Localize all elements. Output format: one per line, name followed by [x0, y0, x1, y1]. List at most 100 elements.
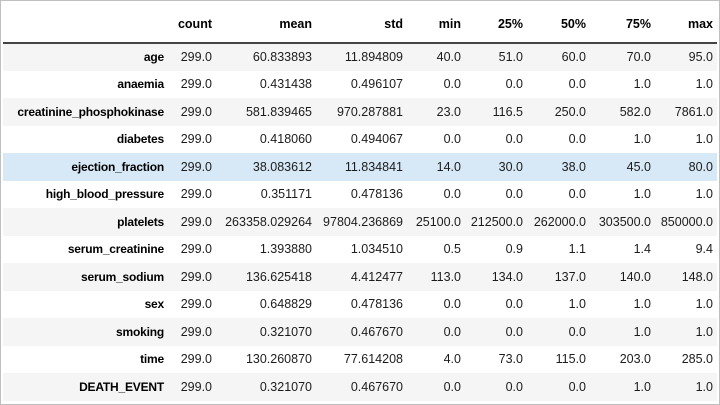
cell: 0.0 [568, 187, 586, 202]
table-row-smoking: smoking 299.0 0.321070 0.467670 0.0 0.0 0.0 1.0… [3, 318, 717, 346]
cell: 299.0 [180, 297, 212, 312]
cell: 299.0 [180, 104, 212, 119]
cell: 299.0 [180, 187, 212, 202]
cell: 1.0 [633, 132, 651, 147]
cell: 970.287881 [336, 104, 403, 119]
cell: 1.0 [695, 187, 713, 202]
cell: 299.0 [180, 324, 212, 339]
cell: 0.351171 [260, 187, 312, 202]
cell: 0.0 [443, 379, 461, 394]
cell: 14.0 [436, 159, 461, 174]
cell: 299.0 [180, 50, 212, 65]
row-label: ejection_fraction [71, 159, 164, 174]
cell: 140.0 [619, 269, 651, 284]
row-label: time [140, 352, 164, 367]
cell: 299.0 [180, 132, 212, 147]
cell: 4.412477 [350, 269, 403, 284]
cell: 0.0 [505, 324, 523, 339]
cell: 0.0 [568, 132, 586, 147]
cell: 1.0 [633, 324, 651, 339]
row-label: sex [144, 297, 165, 312]
cell: 0.0 [443, 187, 461, 202]
cell: 1.0 [695, 297, 713, 312]
cell: 0.0 [568, 379, 586, 394]
cell: 1.0 [695, 379, 713, 394]
cell: 1.0 [633, 297, 651, 312]
table-row-platelets: platelets 299.0 263358.029264 97804.236869 2… [3, 208, 717, 236]
cell: 97804.236869 [323, 214, 403, 229]
cell: 1.0 [695, 132, 713, 147]
cell: 0.321070 [259, 379, 312, 394]
row-label: anaemia [117, 77, 164, 92]
cell: 263358.029264 [225, 214, 312, 229]
cell: 45.0 [626, 159, 651, 174]
cell: 303500.0 [598, 214, 651, 229]
table-row-high_blood_pressure: high_blood_pressure 299.0 0.351171 0.478136… [3, 181, 717, 209]
cell: 0.5 [443, 242, 461, 257]
cell: 11.834841 [344, 159, 403, 174]
cell: 51.0 [498, 50, 523, 65]
cell: 299.0 [180, 242, 212, 257]
cell: 148.0 [681, 269, 713, 284]
cell: 0.467670 [350, 379, 403, 394]
table-header: count mean std min 25% 50% 75% max [3, 5, 717, 44]
table-row-DEATH_EVENT: DEATH_EVENT 299.0 0.321070 0.467670 0.0 0.0 0.… [3, 373, 717, 401]
cell: 1.0 [695, 77, 713, 92]
cell: 0.478136 [350, 297, 403, 312]
cell: 1.4 [633, 242, 651, 257]
cell: 130.260870 [245, 352, 312, 367]
cell: 80.0 [688, 159, 713, 174]
describe-statistics-table: count mean std min 25% 50% 75% max age 299.0 60.8… [3, 5, 717, 401]
column-header-50pct: 50% [527, 5, 590, 44]
cell: 134.0 [491, 269, 523, 284]
cell: 0.9 [505, 242, 523, 257]
cell: 25100.0 [415, 214, 461, 229]
cell: 116.5 [492, 104, 523, 119]
row-label: high_blood_pressure [45, 187, 164, 202]
cell: 285.0 [681, 352, 713, 367]
cell: 250.0 [554, 104, 586, 119]
row-label: platelets [117, 214, 164, 229]
table-row-serum_sodium: serum_sodium 299.0 136.625418 4.412477 113.0… [3, 263, 717, 291]
cell: 299.0 [180, 269, 212, 284]
table-row-diabetes: diabetes 299.0 0.418060 0.494067 0.0 0.0 0.0 1.… [3, 126, 717, 154]
cell: 0.494067 [350, 132, 403, 147]
cell: 0.431438 [259, 77, 312, 92]
cell: 581.839465 [245, 104, 312, 119]
row-label: serum_sodium [81, 269, 164, 284]
cell: 0.0 [443, 132, 461, 147]
cell: 38.0 [561, 159, 586, 174]
corner-cell [3, 5, 171, 44]
cell: 1.0 [633, 77, 651, 92]
cell: 0.0 [568, 77, 586, 92]
row-label: smoking [116, 324, 164, 339]
table-row-age: age 299.0 60.833893 11.894809 40.0 51.0 60.0 70… [3, 43, 717, 71]
cell: 40.0 [436, 50, 461, 65]
row-label: creatinine_phosphokinase [17, 104, 164, 119]
column-header-mean: mean [216, 5, 316, 44]
cell: 38.083612 [252, 159, 312, 174]
cell: 1.0 [568, 297, 586, 312]
header-row: count mean std min 25% 50% 75% max [3, 5, 717, 44]
cell: 299.0 [180, 379, 212, 394]
cell: 1.1 [568, 242, 586, 257]
cell: 113.0 [430, 269, 461, 284]
table-body: age 299.0 60.833893 11.894809 40.0 51.0 60.0 70… [3, 43, 717, 401]
cell: 850000.0 [660, 214, 713, 229]
cell: 115.0 [555, 352, 586, 367]
cell: 60.833893 [252, 50, 312, 65]
cell: 30.0 [498, 159, 523, 174]
cell: 0.0 [443, 77, 461, 92]
cell: 299.0 [180, 77, 212, 92]
column-header-min: min [407, 5, 465, 44]
cell: 1.0 [633, 379, 651, 394]
cell: 0.0 [568, 324, 586, 339]
table-row-time: time 299.0 130.260870 77.614208 4.0 73.0 115.0… [3, 346, 717, 374]
cell: 137.0 [554, 269, 586, 284]
cell: 299.0 [180, 159, 212, 174]
cell: 0.0 [505, 297, 523, 312]
cell: 0.467670 [350, 324, 403, 339]
cell: 9.4 [695, 242, 713, 257]
cell: 23.0 [436, 104, 461, 119]
